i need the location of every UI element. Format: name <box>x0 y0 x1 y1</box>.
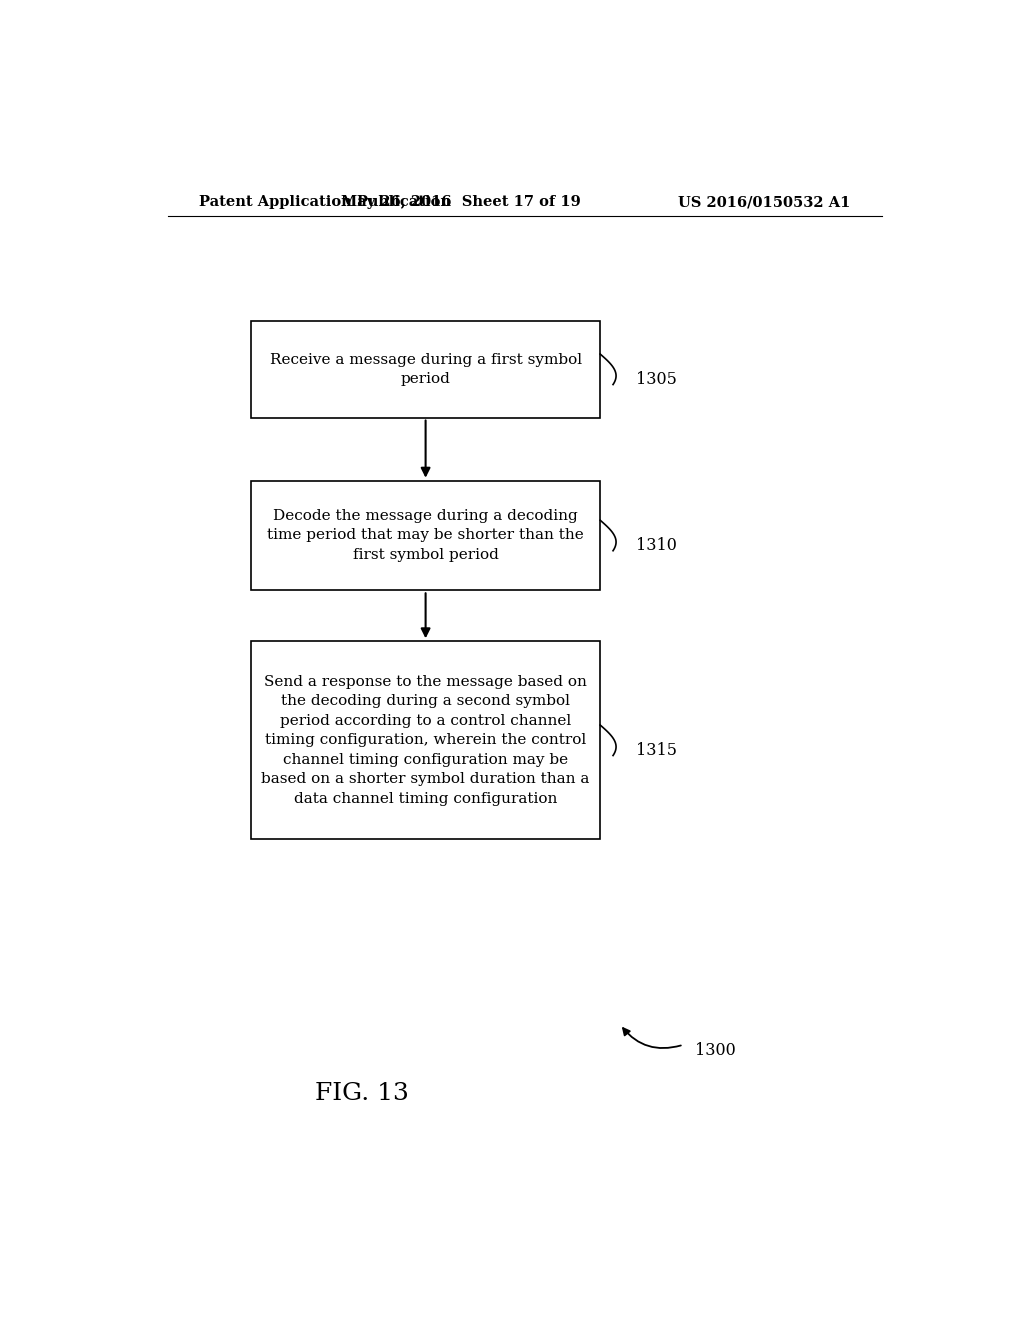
Bar <box>251 642 600 840</box>
Text: May 26, 2016  Sheet 17 of 19: May 26, 2016 Sheet 17 of 19 <box>341 195 582 209</box>
Text: Patent Application Publication: Patent Application Publication <box>200 195 452 209</box>
Text: 1305: 1305 <box>636 371 677 388</box>
Bar <box>251 321 600 417</box>
Text: 1310: 1310 <box>636 537 677 554</box>
Text: Receive a message during a first symbol
period: Receive a message during a first symbol … <box>269 352 582 385</box>
Text: Send a response to the message based on
the decoding during a second symbol
peri: Send a response to the message based on … <box>261 675 590 805</box>
Text: FIG. 13: FIG. 13 <box>315 1082 409 1105</box>
Text: Decode the message during a decoding
time period that may be shorter than the
fi: Decode the message during a decoding tim… <box>267 510 584 562</box>
Text: US 2016/0150532 A1: US 2016/0150532 A1 <box>678 195 850 209</box>
Bar <box>251 480 600 590</box>
Text: 1315: 1315 <box>636 742 677 759</box>
Text: 1300: 1300 <box>695 1043 736 1059</box>
